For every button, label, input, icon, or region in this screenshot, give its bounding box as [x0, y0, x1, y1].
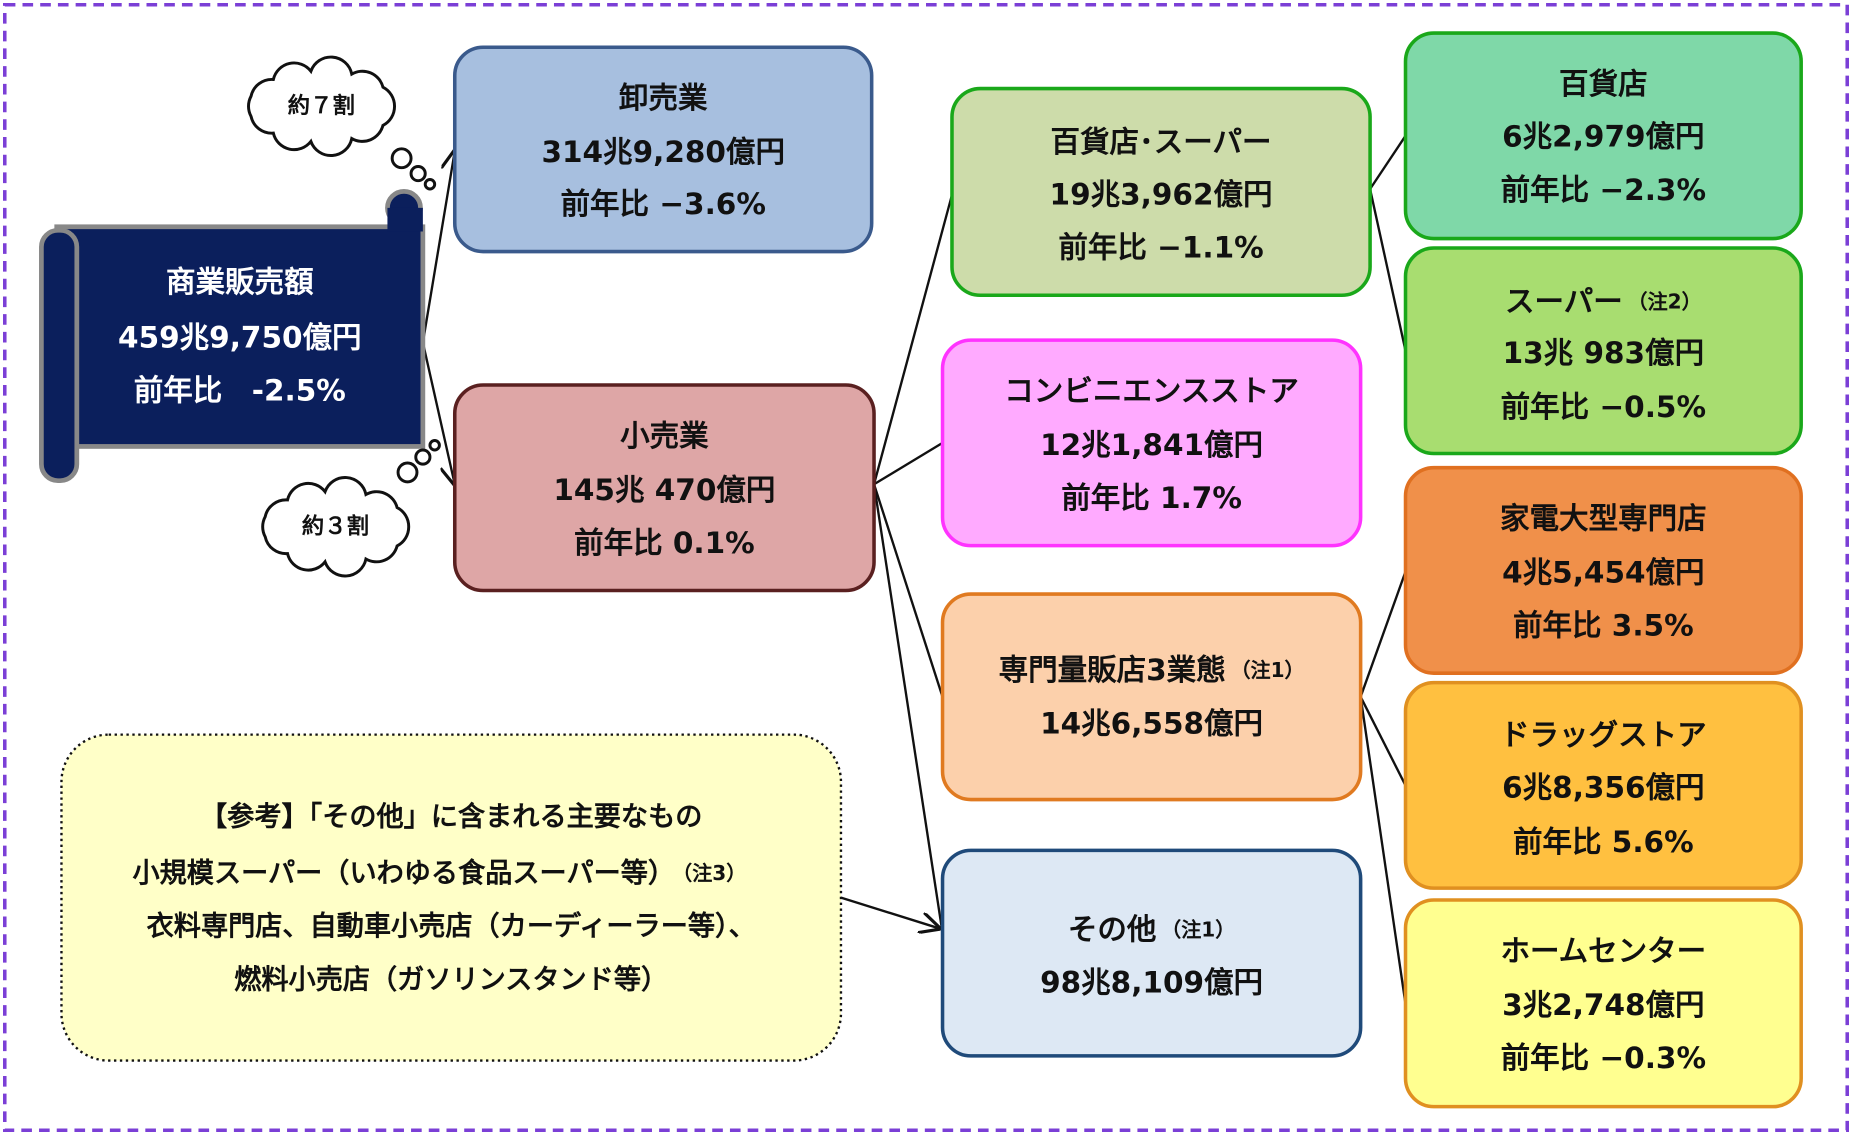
- reference-note: （注3）: [682, 860, 746, 884]
- reference-box: [60, 733, 843, 1062]
- node-change: 前年比 1.7%: [1061, 481, 1242, 515]
- node-label: その他 （注1）: [1068, 912, 1235, 946]
- node-label-text: 家電大型専門店: [1500, 501, 1707, 535]
- reference-line: 衣料専門店、自動車小売店（カーディーラー等）、: [147, 910, 756, 942]
- reference-line: 燃料小売店（ガソリンスタンド等）: [234, 963, 668, 995]
- cloud-tail: [409, 165, 427, 183]
- node-change: 前年比 0.1%: [574, 526, 755, 560]
- reference-text: 衣料専門店、自動車小売店（カーディーラー等）、: [147, 910, 756, 942]
- node-change: 前年比 3.5%: [1513, 609, 1694, 643]
- node-amount: 13兆 983億円: [1503, 336, 1705, 370]
- node-amount: 314兆9,280億円: [541, 135, 785, 169]
- node-label-text: 小売業: [620, 418, 709, 452]
- node-label-text: その他: [1068, 912, 1157, 946]
- node-change: 前年比 −3.6%: [561, 187, 766, 221]
- root-change: 前年比 -2.5%: [134, 374, 346, 408]
- node-label: 百貨店･スーパー: [1050, 124, 1271, 158]
- node-box: その他 （注1） 98兆8,109億円: [940, 848, 1363, 1058]
- node-change: 前年比 −1.1%: [1058, 231, 1263, 265]
- cloud-tail: [396, 461, 419, 484]
- node-rect: [940, 592, 1363, 802]
- node-rect: [1403, 465, 1803, 675]
- node-label-text: ホームセンター: [1500, 933, 1706, 967]
- node-label: 家電大型専門店: [1500, 501, 1707, 535]
- node-amount: 145兆 470億円: [553, 473, 775, 507]
- node-amount: 6兆2,979億円: [1502, 120, 1704, 154]
- node-amount: 14兆6,558億円: [1040, 707, 1263, 741]
- node-note: （注2）: [1628, 289, 1702, 313]
- reference-text: 小規模スーパー（いわゆる食品スーパー等）: [133, 856, 676, 888]
- node-note: （注1）: [1161, 917, 1235, 941]
- node-rect: [1403, 246, 1803, 456]
- node-rect: [940, 338, 1363, 548]
- node-label-text: 百貨店: [1559, 67, 1648, 101]
- node-amount: 19兆3,962億円: [1050, 178, 1273, 212]
- node-change: 前年比 −2.3%: [1501, 173, 1706, 207]
- reference-line: 【参考】「その他」に含まれる主要なもの: [200, 800, 702, 832]
- node-label: 専門量販店3業態 （注1）: [999, 652, 1305, 686]
- node-label-text: 卸売業: [619, 81, 708, 115]
- node-amount: 3兆2,748億円: [1502, 988, 1704, 1022]
- root-label: 商業販売額: [166, 265, 314, 299]
- reference-line: 小規模スーパー（いわゆる食品スーパー等） （注3）: [133, 856, 747, 888]
- reference-text: 燃料小売店（ガソリンスタンド等）: [234, 963, 668, 995]
- node-note: （注1）: [1230, 657, 1304, 681]
- cloud: [247, 55, 396, 158]
- node-label-text: 百貨店･スーパー: [1050, 124, 1271, 158]
- node-rect: [1403, 31, 1803, 241]
- cloud-tail: [423, 178, 437, 191]
- node-change: 前年比 −0.5%: [1501, 390, 1706, 424]
- node-label: コンビニエンスストア: [1004, 374, 1299, 408]
- frame: [3, 2, 1849, 1133]
- node-change: 前年比 5.6%: [1513, 825, 1694, 859]
- node-rect: [1403, 898, 1803, 1109]
- node-rect: [1403, 680, 1803, 890]
- node-rect: [452, 45, 874, 254]
- cloud: [261, 476, 411, 578]
- node-amount: 98兆8,109億円: [1040, 965, 1263, 999]
- node-label: ホームセンター: [1500, 933, 1706, 967]
- node-label-text: スーパー: [1505, 284, 1623, 318]
- node-label: 百貨店: [1559, 67, 1648, 101]
- node-label-text: コンビニエンスストア: [1004, 374, 1299, 408]
- cloud-tail: [390, 147, 413, 170]
- node-rect: [452, 383, 876, 593]
- cloud-tail: [414, 448, 432, 466]
- node-label: 卸売業: [619, 81, 708, 115]
- node-amount: 6兆8,356億円: [1502, 770, 1704, 804]
- node-label: スーパー （注2）: [1505, 284, 1702, 318]
- cloud-tail: [428, 439, 441, 452]
- node-label: ドラッグストア: [1500, 717, 1707, 751]
- bubble-label: 約７割: [288, 92, 355, 119]
- node-label: 小売業: [620, 418, 709, 452]
- bubble-label: 約３割: [302, 512, 369, 539]
- node-label-text: 専門量販店3業態: [999, 652, 1226, 686]
- node-rect: [950, 86, 1372, 298]
- node-amount: 12兆1,841億円: [1040, 428, 1263, 462]
- node-box: 専門量販店3業態 （注1） 14兆6,558億円: [940, 592, 1363, 802]
- node-rect: [940, 848, 1363, 1058]
- node-label-text: ドラッグストア: [1500, 717, 1707, 751]
- node-change: 前年比 −0.3%: [1501, 1041, 1706, 1075]
- reference-text: 【参考】「その他」に含まれる主要なもの: [200, 800, 702, 832]
- root-amount: 459兆9,750億円: [118, 320, 362, 354]
- node-amount: 4兆5,454億円: [1502, 555, 1704, 589]
- connectors: [421, 135, 1407, 1005]
- root-scroll: [39, 188, 426, 484]
